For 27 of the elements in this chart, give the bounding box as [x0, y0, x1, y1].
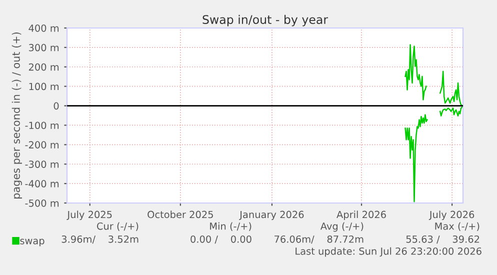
y-tick-label: -300 m	[25, 160, 59, 168]
chart-title: Swap in/out - by year	[202, 14, 328, 26]
y-axis-title: pages per second in (-) / out (+)	[12, 32, 22, 198]
legend-label: swap	[20, 238, 44, 246]
y-tick-label: 0	[54, 102, 59, 110]
y-tick-label: -100 m	[25, 122, 59, 130]
y-tick-label: -200 m	[25, 141, 59, 148]
text: 76.06m/ 87.72m	[274, 235, 364, 244]
x-tick-label: October 2025	[148, 210, 213, 218]
text: 0.00 / 0.00	[190, 235, 252, 244]
text: 3.96m/ 3.52m	[62, 235, 138, 244]
y-tick-label: -400 m	[25, 180, 59, 188]
x-tick-label: July 2025	[66, 210, 112, 220]
y-tick-label: 100 m	[29, 82, 59, 90]
text: Avg (-/+)	[320, 222, 364, 232]
text: Min (-/+)	[210, 222, 252, 231]
text: 55.63 / 39.62	[406, 235, 480, 244]
y-tick-label: -500 m	[25, 199, 59, 207]
y-tick-label: 200 m	[28, 63, 59, 71]
text: Max (-/+)	[435, 222, 480, 231]
text: Last update: Sun Jul 26 23:20:00 2026	[296, 247, 482, 257]
x-tick-label: July 2026	[428, 210, 474, 220]
y-tick-label: 300 m	[28, 44, 59, 52]
text: Cur (-/+)	[96, 222, 138, 231]
y-tick-label: 400 m	[28, 24, 59, 32]
x-tick-label: January 2026	[239, 210, 304, 220]
x-tick-label: April 2026	[336, 210, 386, 220]
